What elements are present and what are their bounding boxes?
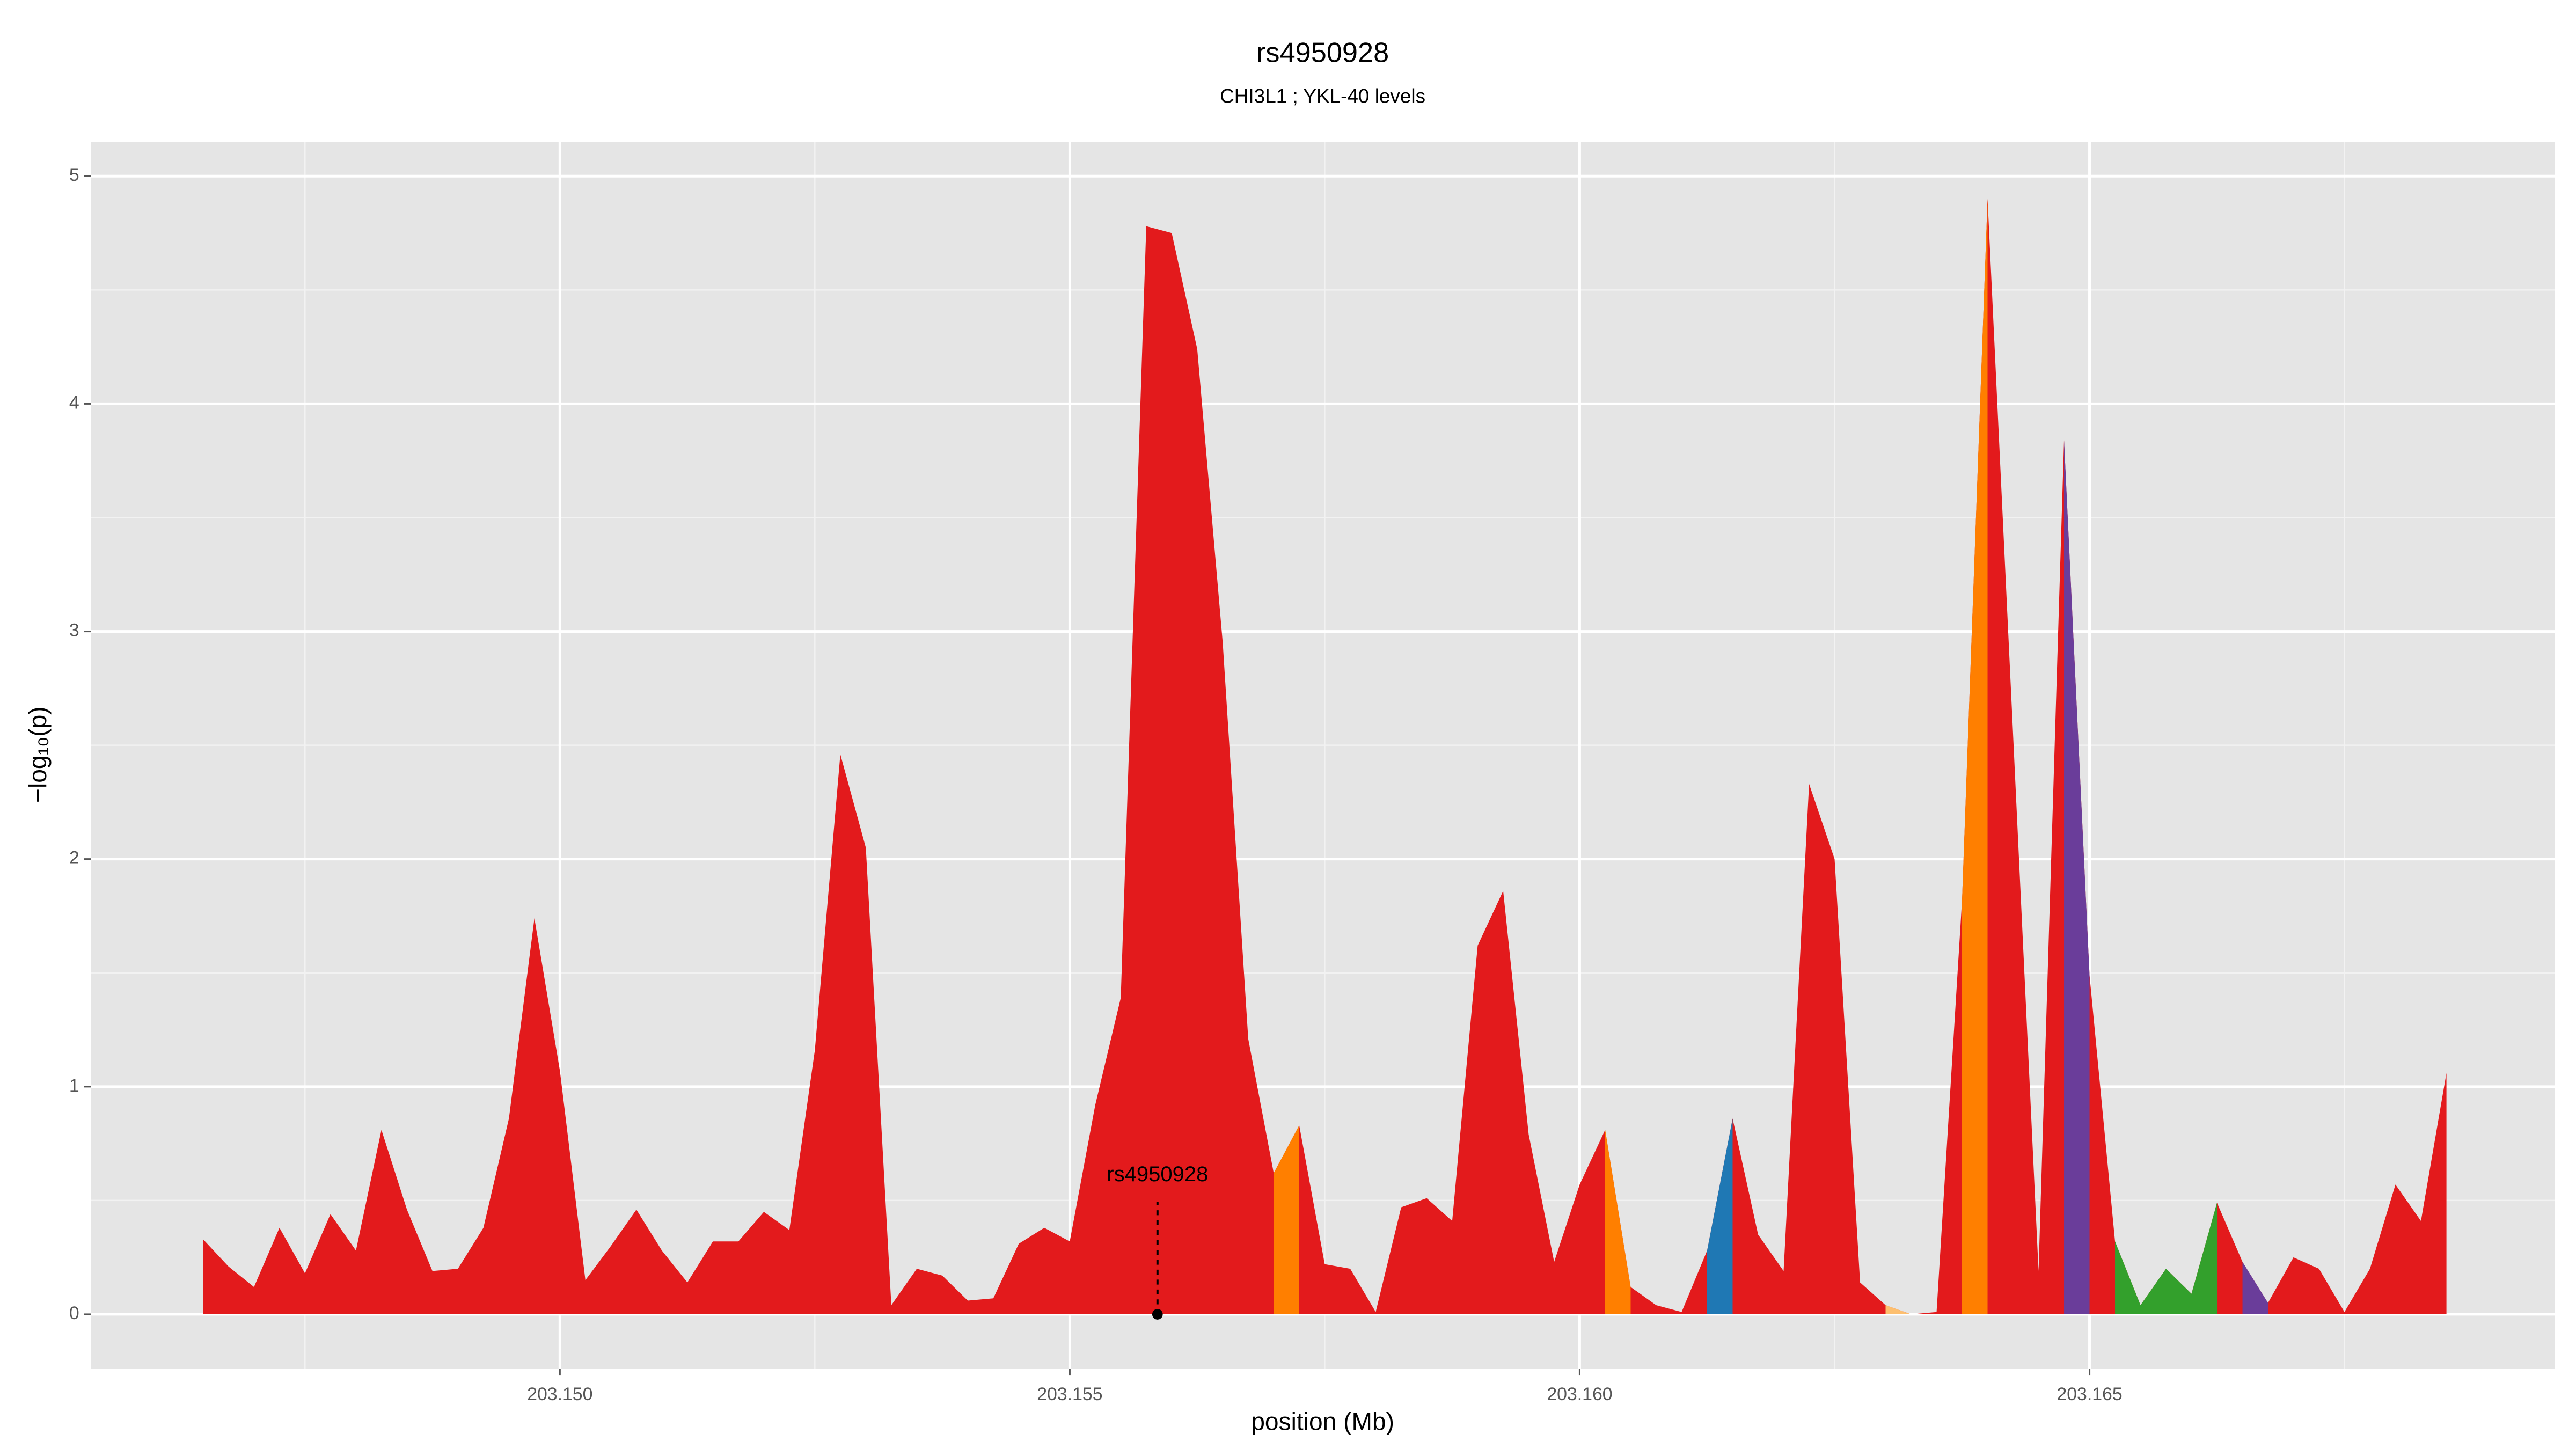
area: [1605, 1130, 1631, 1314]
area: [2115, 1203, 2218, 1314]
y-axis-label: −log₁₀(p): [24, 706, 52, 803]
y-tick-label: 4: [69, 392, 79, 413]
x-axis-label: position (Mb): [1251, 1407, 1394, 1435]
area: [1707, 1118, 1733, 1314]
x-tick-label: 203.150: [527, 1384, 592, 1404]
annotation-point: [1152, 1309, 1163, 1320]
x-tick-label: 203.160: [1547, 1384, 1612, 1404]
area: [2242, 1262, 2268, 1314]
y-tick-label: 5: [69, 165, 79, 185]
area: [2064, 440, 2090, 1314]
area: [1274, 1125, 1299, 1314]
chart-subtitle: CHI3L1 ; YKL-40 levels: [1220, 85, 1425, 107]
chart-title: rs4950928: [1256, 37, 1389, 68]
plot-background: [91, 142, 2555, 1369]
x-tick-label: 203.165: [2057, 1384, 2122, 1404]
annotation-label: rs4950928: [1107, 1162, 1208, 1186]
y-tick-label: 0: [69, 1303, 79, 1323]
y-tick-label: 1: [69, 1075, 79, 1096]
y-tick-label: 2: [69, 848, 79, 868]
area: [1962, 199, 1988, 1314]
x-tick-label: 203.155: [1037, 1384, 1102, 1404]
area: [203, 199, 2447, 1314]
y-tick-label: 3: [69, 620, 79, 640]
area: [1885, 1305, 1912, 1314]
